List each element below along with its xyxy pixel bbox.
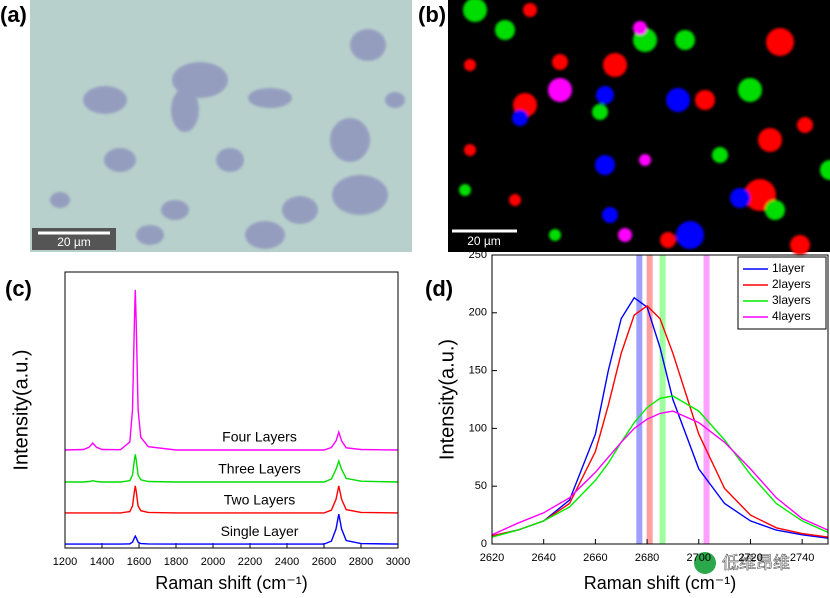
series-line (65, 485, 398, 514)
x-tick-label: 2660 (583, 552, 607, 564)
scale-bar-label: 20 µm (467, 234, 501, 248)
legend-label: 4layers (772, 309, 811, 323)
legend-label: 3layers (772, 293, 811, 307)
x-tick-label: 2620 (480, 552, 504, 564)
series-label: Two Layers (224, 492, 296, 508)
band (636, 255, 643, 544)
scale-bar-label: 20 µm (57, 235, 91, 249)
plot-frame (491, 254, 829, 545)
panel-label: (c) (5, 276, 32, 301)
y-tick-label: 50 (475, 480, 487, 492)
plot-frame (64, 271, 399, 549)
micrograph: 20 µm (30, 0, 412, 252)
panel-label: (d) (425, 276, 453, 301)
band (646, 255, 653, 544)
x-tick-label: 2740 (790, 552, 814, 564)
series-label: Single Layer (221, 523, 299, 539)
x-tick-label: 2640 (531, 552, 555, 564)
series-label: Four Layers (222, 429, 297, 445)
flakes (50, 29, 405, 249)
watermark-icon (694, 552, 716, 574)
band (703, 255, 710, 544)
y-axis-label: Intensity(a.u.) (10, 349, 32, 470)
x-tick-label: 1600 (127, 556, 151, 568)
watermark: 低维昂维 (694, 552, 790, 574)
y-tick-label: 0 (481, 538, 487, 550)
series-line (65, 513, 398, 545)
x-tick-label: 2000 (201, 556, 225, 568)
panel-label: (a) (0, 2, 27, 27)
y-axis-label: Intensity(a.u.) (436, 339, 458, 460)
x-tick-label: 1400 (90, 556, 114, 568)
x-tick-label: 1200 (53, 556, 77, 568)
x-tick-label: 2200 (238, 556, 262, 568)
x-axis-label: Raman shift (cm⁻¹) (155, 573, 308, 593)
x-tick-label: 2680 (635, 552, 659, 564)
x-tick-label: 2600 (312, 556, 336, 568)
watermark-text: 低维昂维 (722, 553, 790, 572)
panel-label: (b) (418, 2, 446, 27)
x-tick-label: 1800 (164, 556, 188, 568)
x-tick-label: 2800 (349, 556, 373, 568)
y-tick-label: 250 (469, 249, 487, 261)
x-axis-label: Raman shift (cm⁻¹) (584, 573, 737, 593)
legend-label: 2layers (772, 277, 811, 291)
raman-map: 20 µm (448, 0, 830, 255)
series-line (492, 296, 828, 539)
x-tick-label: 2400 (275, 556, 299, 568)
series-line (65, 454, 398, 483)
series-line (492, 395, 828, 538)
x-tick-label: 3000 (386, 556, 410, 568)
legend-label: 1layer (772, 261, 805, 275)
band (659, 255, 666, 544)
map-spots (459, 0, 830, 255)
y-tick-label: 200 (469, 307, 487, 319)
series-label: Three Layers (218, 461, 300, 477)
series-line (492, 410, 828, 536)
series-line (65, 289, 398, 451)
series-line (492, 304, 828, 538)
y-tick-label: 150 (469, 365, 487, 377)
y-tick-label: 100 (469, 422, 487, 434)
x-tick-label: 2700 (687, 552, 711, 564)
x-tick-label: 2720 (738, 552, 762, 564)
